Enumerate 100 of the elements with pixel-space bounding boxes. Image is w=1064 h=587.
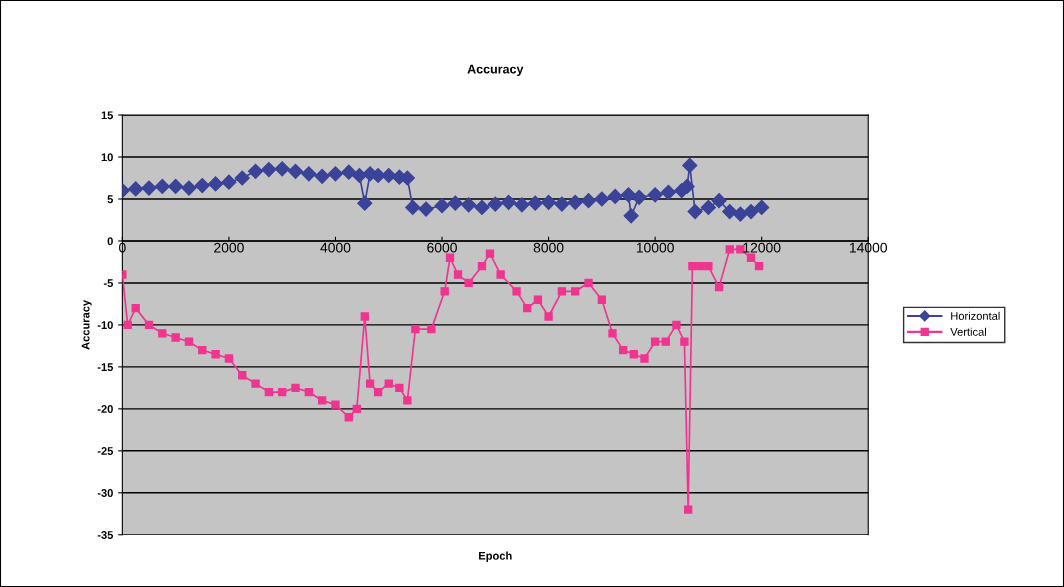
point	[278, 387, 287, 397]
point	[527, 195, 543, 211]
point	[557, 287, 567, 296]
point	[352, 404, 361, 414]
point	[754, 261, 764, 271]
point	[597, 295, 607, 304]
point	[238, 371, 247, 380]
point	[608, 329, 617, 338]
point	[544, 312, 553, 321]
y-tick-label: -35	[97, 531, 114, 539]
point	[411, 324, 420, 334]
point	[754, 199, 770, 215]
point	[168, 178, 184, 194]
point	[540, 194, 557, 210]
point	[514, 197, 530, 213]
point	[403, 396, 412, 405]
y-tick-label: -25	[97, 447, 114, 455]
y-axis-title: Accuracy	[81, 299, 92, 350]
point	[501, 194, 517, 210]
point	[688, 261, 697, 271]
point	[732, 206, 748, 222]
point	[317, 396, 327, 405]
point	[384, 379, 393, 388]
point	[447, 195, 463, 211]
point	[445, 253, 455, 262]
point	[746, 253, 756, 262]
point	[251, 379, 260, 388]
point	[381, 167, 397, 184]
legend-label: Vertical	[950, 327, 986, 336]
point	[650, 337, 660, 346]
point	[141, 180, 157, 196]
point	[672, 320, 681, 330]
point	[700, 199, 716, 215]
point	[123, 320, 132, 330]
point	[131, 303, 140, 313]
point	[181, 180, 197, 196]
point	[623, 208, 639, 224]
x-axis-title: Epoch	[479, 551, 512, 562]
point	[184, 337, 194, 346]
point	[373, 387, 383, 397]
point	[264, 387, 274, 397]
point	[211, 350, 220, 359]
point	[584, 278, 593, 288]
point	[640, 354, 649, 363]
point	[301, 166, 317, 182]
point	[533, 295, 543, 304]
y-tick-label: -10	[97, 321, 113, 330]
point	[208, 176, 224, 192]
point	[327, 166, 344, 182]
point	[594, 191, 610, 207]
point	[711, 193, 727, 209]
point	[680, 337, 689, 346]
point	[464, 278, 473, 288]
point	[512, 287, 521, 296]
point	[647, 187, 663, 203]
point	[440, 287, 449, 296]
point	[704, 261, 713, 271]
point	[722, 204, 738, 220]
point	[395, 383, 404, 393]
point	[314, 168, 330, 184]
x-tick-label: 2000	[214, 242, 244, 253]
point	[357, 195, 373, 211]
point	[523, 303, 532, 313]
point	[418, 201, 434, 217]
point	[234, 170, 250, 186]
point	[631, 189, 647, 205]
y-tick-label: 5	[107, 195, 114, 204]
point	[477, 261, 487, 271]
point	[434, 198, 450, 214]
y-tick-label: -20	[97, 405, 113, 413]
point	[687, 204, 703, 220]
y-tick-label: -15	[97, 363, 114, 372]
point	[618, 345, 628, 355]
point	[453, 270, 463, 279]
point	[304, 387, 313, 397]
point	[725, 245, 734, 254]
x-tick-label: 6000	[427, 242, 457, 253]
point	[661, 337, 670, 346]
point	[660, 184, 677, 200]
point	[198, 345, 207, 355]
y-tick-label: 15	[101, 111, 114, 120]
chart-title: Accuracy	[467, 64, 524, 76]
point	[247, 163, 264, 179]
point	[571, 287, 580, 296]
x-tick-label: 8000	[533, 242, 564, 253]
point	[360, 312, 369, 321]
point	[344, 413, 353, 422]
point	[485, 249, 495, 258]
point	[629, 350, 638, 359]
point	[427, 324, 436, 334]
point	[496, 270, 505, 279]
point	[580, 193, 597, 209]
point	[607, 188, 623, 205]
point	[224, 354, 234, 363]
x-tick-label: 4000	[320, 242, 351, 253]
point	[620, 187, 637, 203]
point	[341, 164, 357, 180]
point	[194, 177, 210, 194]
point	[287, 163, 304, 179]
point	[128, 181, 144, 197]
